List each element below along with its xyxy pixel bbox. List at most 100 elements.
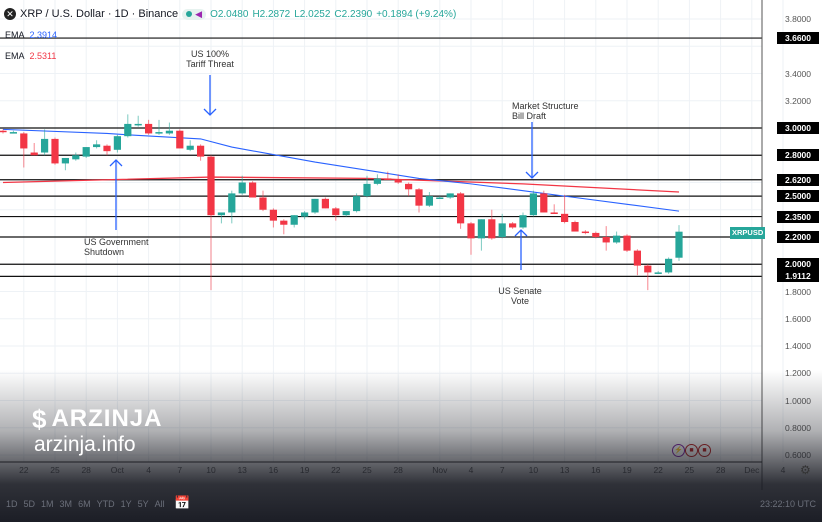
price-tick-label: 0.8000 — [785, 422, 811, 433]
economic-events[interactable]: ⚡ ■ ■ — [672, 444, 711, 457]
candle-body — [20, 133, 28, 149]
arrow-down-head — [525, 171, 539, 179]
time-tick-label: 16 — [591, 465, 601, 475]
time-tick-label: 13 — [559, 465, 570, 475]
candle-body — [311, 198, 319, 213]
candle-body — [176, 130, 184, 149]
range-button-ytd[interactable]: YTD — [96, 499, 115, 509]
candle-body — [228, 193, 236, 213]
time-tick-label: 7 — [499, 465, 505, 475]
level-price-label: 3.6600 — [777, 32, 819, 45]
ema-legend-red[interactable]: EMA 2.5311 — [5, 51, 56, 61]
ema-blue-line — [2, 128, 680, 212]
candle-body — [207, 156, 215, 216]
ema-value: 2.3914 — [29, 30, 58, 40]
candle-body — [124, 123, 132, 137]
candle-body — [321, 198, 329, 209]
time-tick-label: 25 — [684, 465, 695, 475]
range-button-1m[interactable]: 1M — [41, 499, 54, 509]
candle-body — [519, 215, 527, 228]
symbol-price-tag: XRPUSD — [730, 227, 766, 239]
time-tick-label: 22 — [653, 465, 663, 475]
arrow-up-head — [514, 229, 528, 237]
price-tick-label: 1.8000 — [785, 286, 811, 297]
logo-text: ARZINJA — [51, 405, 163, 432]
range-button-5y[interactable]: 5Y — [137, 499, 149, 509]
price-tick-label: 3.8000 — [785, 14, 811, 24]
candle-body — [405, 183, 413, 190]
level-price-label: 2.2000 — [777, 231, 819, 243]
candle-body — [540, 193, 548, 213]
time-tick-label: 28 — [81, 465, 91, 475]
status-pill[interactable]: ◀ — [182, 8, 207, 20]
annotation-market-structure: Market Structure Bill Draft — [512, 101, 579, 121]
clock: 23:22:10 UTC — [759, 499, 816, 509]
us-flag-event-icon[interactable]: ■ — [698, 444, 711, 457]
time-tick-label: 22 — [331, 465, 341, 475]
calendar-icon[interactable]: 📅 — [174, 495, 191, 510]
candle-body — [384, 178, 392, 180]
candle-body — [30, 152, 38, 156]
range-button-1y[interactable]: 1Y — [120, 499, 132, 509]
range-button-3m[interactable]: 3M — [59, 499, 73, 509]
level-price-label: 2.6200 — [777, 173, 819, 186]
candle-body — [592, 232, 600, 237]
price-tick-label: 1.2000 — [785, 368, 811, 379]
us-flag-event-icon[interactable]: ■ — [685, 444, 698, 457]
range-button-6m[interactable]: 6M — [78, 499, 91, 509]
annotation-senate-vote: US Senate Vote — [490, 286, 550, 306]
candle-body — [613, 235, 621, 243]
range-button-1d[interactable]: 1D — [6, 499, 18, 509]
annotation-tariff-threat: US 100% Tariff Threat — [180, 49, 240, 69]
time-tick-label: 22 — [19, 465, 29, 475]
settings-icon[interactable]: ⚙ — [800, 463, 811, 477]
time-tick-label: 4 — [780, 465, 786, 475]
candle-body — [41, 138, 49, 153]
annotation-line: Shutdown — [84, 247, 125, 257]
candle-body — [425, 196, 433, 206]
candle-body — [561, 213, 569, 223]
candle-body — [72, 155, 80, 160]
chart-header: ✕ XRP / U.S. Dollar · 1D · Binance ◀ O2.… — [4, 8, 456, 20]
xrp-logo-icon: ✕ — [4, 8, 16, 20]
lightning-event-icon[interactable]: ⚡ — [672, 444, 685, 457]
annotation-line: US 100% — [190, 49, 230, 59]
level-price-label: 2.5000 — [777, 190, 819, 203]
arrow-up-head — [109, 159, 123, 167]
candle-body — [529, 193, 537, 216]
candle-body — [457, 193, 465, 224]
ema-legend-blue[interactable]: EMA 2.3914 — [5, 30, 57, 40]
ema-red-line — [2, 176, 680, 193]
candle-body — [602, 237, 610, 243]
ohlc-low: L2.0252 — [294, 8, 331, 20]
range-button-all[interactable]: All — [154, 499, 165, 509]
candle-body — [155, 132, 163, 134]
time-tick-label: 19 — [299, 465, 310, 475]
range-button-5d[interactable]: 5D — [23, 499, 36, 509]
ema-label: EMA — [5, 30, 25, 40]
candle-body — [93, 144, 101, 148]
time-tick-label: 4 — [468, 465, 474, 475]
ohlc-change: +0.1894 (+9.24%) — [376, 8, 457, 20]
price-tick-label: 1.6000 — [785, 313, 811, 324]
share-icon: ◀ — [195, 8, 203, 19]
symbol-title[interactable]: XRP / U.S. Dollar · 1D · Binance — [20, 8, 179, 20]
annotation-line: US Senate — [498, 286, 542, 296]
candle-body — [332, 208, 340, 216]
candle-body — [238, 182, 246, 194]
candle-body — [353, 196, 361, 212]
annotation-line: Vote — [510, 296, 530, 306]
candle-body — [373, 178, 381, 184]
candle-body — [498, 223, 506, 237]
price-tick-label: 3.4000 — [785, 68, 811, 79]
candle-body — [186, 145, 194, 150]
time-tick-label: 7 — [177, 465, 183, 475]
time-tick-label: 25 — [362, 465, 372, 475]
price-tick-label: 1.4000 — [785, 341, 811, 351]
price-tick-label: 3.2000 — [785, 95, 811, 106]
ohlc-high: H2.2872 — [252, 8, 291, 20]
candle-body — [82, 147, 90, 157]
time-tick-label: Oct — [110, 465, 125, 475]
arrow-down-head — [203, 108, 217, 116]
ema-value: 2.5311 — [29, 51, 57, 61]
